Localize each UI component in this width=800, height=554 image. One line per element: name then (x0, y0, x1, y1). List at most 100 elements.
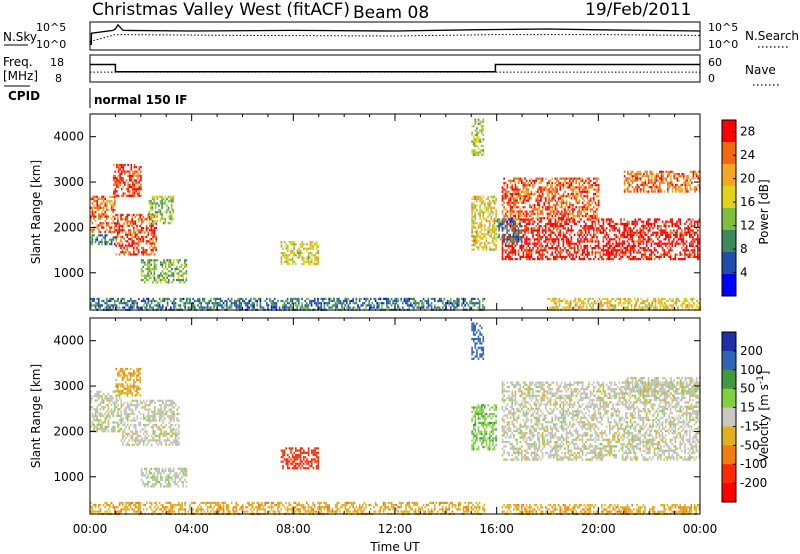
power-cell (392, 302, 394, 305)
power-cell (219, 297, 222, 300)
power-cell (514, 229, 516, 232)
power-cell (665, 242, 667, 245)
power-cell (509, 199, 512, 202)
power-cell (152, 268, 154, 271)
power-cell (647, 236, 649, 239)
power-cell (499, 238, 502, 241)
power-cell (524, 192, 526, 196)
power-cell (167, 195, 170, 198)
power-cell (91, 197, 94, 201)
power-cell (601, 297, 604, 300)
power-cell (275, 304, 278, 307)
power-cell (485, 237, 488, 240)
power-cell (651, 179, 653, 182)
power-cell (124, 163, 126, 167)
power-cell (596, 203, 598, 207)
power-cell (637, 236, 640, 239)
power-cell (104, 306, 106, 309)
power-cell (627, 304, 630, 307)
power-cell (131, 222, 133, 225)
power-cell (101, 224, 103, 227)
power-cell (182, 279, 184, 282)
power-cell (272, 304, 274, 307)
power-cell (119, 168, 121, 171)
power-cell (620, 222, 622, 225)
power-cell (594, 222, 597, 225)
power-cell (167, 200, 170, 203)
power-cell (626, 247, 629, 250)
power-cell (123, 246, 125, 249)
power-cell (535, 179, 537, 182)
power-cell (128, 185, 131, 189)
power-cell (585, 306, 588, 309)
power-cell (477, 226, 480, 229)
power-cell (282, 252, 284, 255)
power-cell (606, 304, 609, 307)
power-cell (561, 199, 563, 202)
power-cell (112, 202, 114, 205)
power-cell (530, 218, 533, 221)
power-cell (115, 306, 118, 309)
power-cell (96, 204, 98, 207)
power-cell (655, 249, 657, 252)
power-cell (484, 204, 486, 207)
power-cell (583, 220, 585, 223)
power-cell (522, 199, 525, 202)
power-cell (142, 238, 145, 241)
power-cell (304, 247, 307, 250)
power-cell (669, 233, 672, 236)
power-cell (654, 297, 657, 300)
power-cell (485, 206, 488, 209)
power-cell (511, 179, 513, 182)
power-cell (155, 249, 157, 252)
power-cell (615, 233, 617, 236)
power-cell (219, 302, 222, 305)
power-cell (532, 210, 534, 213)
power-cell (394, 299, 396, 303)
power-cell (655, 183, 658, 187)
power-cell (639, 242, 641, 245)
power-cell (512, 231, 515, 234)
power-cell (651, 170, 653, 173)
power-cell (98, 206, 100, 209)
power-cell (136, 306, 138, 309)
power-cell (567, 238, 569, 241)
power-cell (153, 202, 155, 205)
power-cell (586, 244, 589, 247)
power-cell (397, 306, 399, 309)
power-cell (559, 236, 561, 239)
power-cell (112, 211, 114, 214)
power-cell (596, 184, 598, 187)
power-cell (661, 304, 663, 307)
power-cell (141, 253, 143, 256)
power-cell (117, 306, 119, 309)
power-cell (386, 297, 388, 300)
power-cell (479, 211, 481, 214)
power-cell (141, 238, 143, 241)
power-cell (136, 246, 138, 249)
power-cell (495, 248, 497, 251)
power-cell (141, 231, 143, 234)
power-cell (471, 224, 473, 227)
power-cell (666, 231, 669, 234)
power-cell (597, 242, 600, 245)
power-cell (548, 258, 550, 261)
power-cell (639, 258, 641, 261)
power-cell (684, 253, 686, 256)
power-cell (160, 299, 162, 303)
power-cell (675, 302, 678, 305)
power-cell (511, 184, 513, 187)
power-cell (563, 306, 566, 309)
power-cell (589, 258, 592, 261)
power-cell (474, 213, 477, 216)
power-cell (283, 256, 286, 259)
power-cell (389, 302, 391, 305)
power-cell (527, 212, 529, 215)
power-cell (472, 224, 475, 227)
power-cell (591, 240, 593, 243)
power-cell (509, 251, 512, 254)
power-cell (472, 297, 474, 300)
power-cell (671, 225, 673, 228)
power-cell (612, 242, 614, 245)
power-cell (564, 195, 566, 198)
